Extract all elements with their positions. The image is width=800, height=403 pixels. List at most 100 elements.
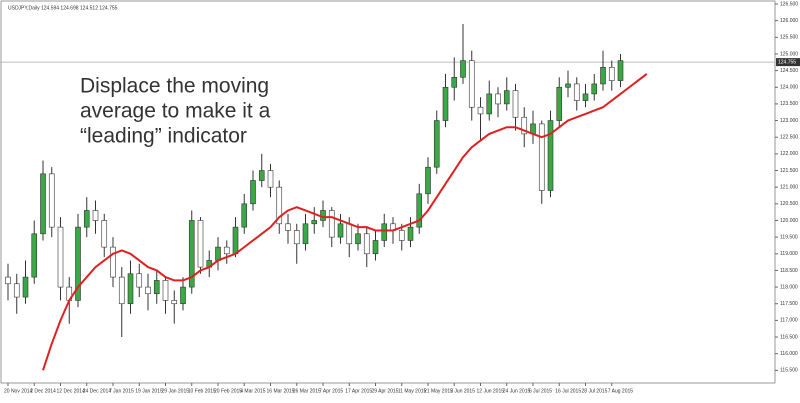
- candle-body: [591, 83, 598, 95]
- y-tick-label: 117.000: [780, 318, 798, 324]
- candle-body: [433, 120, 440, 168]
- candle-body: [180, 286, 186, 305]
- candle-body: [75, 226, 81, 301]
- candle-body: [136, 273, 143, 288]
- y-tick-label: 120.000: [780, 218, 798, 224]
- x-tick-label: 26 Mar 2015: [293, 388, 321, 394]
- candle-body: [22, 276, 29, 298]
- candle-body: [468, 60, 475, 108]
- candle-body: [538, 123, 545, 191]
- candle-body: [416, 193, 423, 228]
- candle-body: [31, 233, 38, 278]
- x-tick-label: 24 Jun 2015: [503, 388, 531, 394]
- candle-body: [188, 220, 195, 288]
- candle-body: [223, 246, 230, 255]
- x-tick-label: 11 May 2015: [398, 388, 427, 394]
- candle-body: [425, 166, 431, 195]
- candle-body: [153, 280, 160, 295]
- y-tick-label: 125.500: [780, 35, 798, 41]
- candle-body: [346, 223, 353, 245]
- candle-body: [40, 173, 46, 235]
- candle-body: [285, 223, 291, 231]
- candle-body: [57, 226, 64, 288]
- y-tick-label: 123.500: [780, 101, 798, 107]
- y-tick-label: 117.500: [780, 301, 798, 307]
- annotation: average to make it a: [80, 100, 271, 123]
- x-tick-label: 12 Jun 2015: [477, 388, 505, 394]
- candle-body: [547, 120, 554, 191]
- candle-body: [276, 186, 283, 225]
- x-tick-label: 17 Apr 2015: [345, 388, 372, 394]
- x-tick-label: 2 Dec 2014: [30, 388, 56, 394]
- candle-body: [355, 233, 361, 245]
- y-tick-label: 122.500: [780, 135, 798, 141]
- x-tick-label: 16 Jul 2015: [555, 388, 581, 394]
- candle-body: [118, 276, 125, 305]
- chart-title: USDJPY,Daily 124.594 124.698 124.512 124…: [8, 5, 118, 11]
- x-tick-label: 19 Jan 2015: [135, 388, 163, 394]
- y-tick-label: 122.000: [780, 151, 798, 157]
- x-tick-label: 21 May 2015: [424, 388, 453, 394]
- candle-body: [258, 170, 265, 181]
- y-tick-label: 116.000: [780, 351, 798, 357]
- y-tick-label: 116.500: [780, 334, 798, 340]
- last-price-box: [776, 58, 800, 67]
- x-tick-label: 12 Dec 2014: [57, 388, 86, 394]
- candle-body: [232, 226, 239, 255]
- annotation: “leading” indicator: [80, 125, 247, 148]
- y-tick-label: 125.000: [780, 51, 798, 57]
- candle-body: [495, 93, 501, 105]
- moving-average: [42, 73, 648, 371]
- x-tick-label: 10 Feb 2015: [188, 388, 216, 394]
- candle-body: [328, 210, 335, 238]
- annotation: Displace the moving: [80, 75, 269, 98]
- candle-body: [293, 230, 300, 245]
- candle-body: [407, 226, 414, 241]
- candle-body: [311, 220, 318, 225]
- y-tick-label: 124.000: [780, 85, 798, 91]
- candle-body: [460, 60, 466, 78]
- x-tick-label: 28 Jul 2015: [582, 388, 608, 394]
- x-tick-label: 20 Nov 2014: [4, 388, 33, 394]
- candle-body: [215, 246, 221, 261]
- last-price-label: 124.755: [778, 59, 796, 65]
- candle-body: [127, 273, 134, 305]
- candle-body: [381, 223, 388, 241]
- candle-body: [617, 60, 624, 81]
- candle-body: [512, 90, 519, 118]
- y-tick-label: 118.000: [780, 284, 798, 290]
- x-tick-label: 20 Feb 2015: [214, 388, 242, 394]
- x-tick-label: 24 Dec 2014: [83, 388, 112, 394]
- y-tick-label: 115.500: [780, 368, 798, 374]
- candle-body: [267, 170, 274, 188]
- candle-body: [5, 276, 11, 285]
- y-tick-label: 126.500: [780, 1, 798, 7]
- candle-body: [477, 106, 484, 115]
- candle-body: [197, 220, 204, 268]
- candle-body: [565, 83, 571, 88]
- candle-body: [398, 230, 405, 241]
- candle-body: [363, 233, 370, 255]
- x-tick-label: 29 Apr 2015: [372, 388, 399, 394]
- candle-body: [600, 66, 606, 85]
- x-tick-label: 29 Jan 2015: [162, 388, 190, 394]
- plot-frame: [0, 0, 776, 384]
- y-tick-label: 118.500: [780, 268, 798, 274]
- candle-body: [145, 286, 151, 295]
- candle-body: [451, 76, 458, 88]
- candle-body: [302, 223, 309, 245]
- candle-body: [337, 223, 344, 238]
- candle-body: [573, 83, 580, 101]
- x-tick-label: 6 Jul 2015: [529, 388, 552, 394]
- candle-body: [582, 93, 589, 101]
- y-tick-label: 121.500: [780, 168, 798, 174]
- candle-body: [110, 246, 116, 278]
- y-tick-label: 119.000: [780, 251, 798, 257]
- x-tick-label: 2 Jun 2015: [450, 388, 475, 394]
- candle-body: [556, 86, 563, 121]
- candle-body: [162, 280, 169, 301]
- y-tick-label: 119.500: [780, 234, 798, 240]
- candle-body: [521, 116, 528, 135]
- candle-body: [442, 86, 449, 121]
